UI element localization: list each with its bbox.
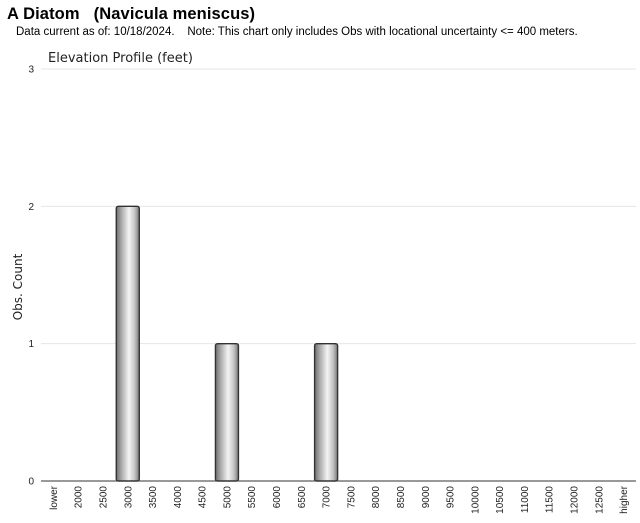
y-axis-ticks: 0 1 2 3: [28, 65, 34, 488]
x-tick-label: 9500: [446, 486, 457, 509]
x-tick-label: 9000: [421, 486, 432, 509]
x-tick-label: 2000: [74, 486, 85, 509]
bars: [115, 205, 339, 482]
y-tick-label: 0: [28, 477, 34, 488]
y-tick-label: 3: [28, 65, 34, 76]
x-tick-label: higher: [619, 485, 630, 513]
x-tick-label: 12000: [570, 486, 581, 514]
x-tick-label: 3500: [148, 486, 159, 509]
x-tick-label: 5500: [247, 486, 258, 509]
gridlines: [41, 68, 636, 482]
bar-5000: [214, 342, 240, 482]
page-title: A Diatom (Navicula meniscus): [7, 5, 256, 23]
x-tick-label: 8000: [371, 486, 382, 509]
x-tick-label: 4000: [173, 486, 184, 509]
x-tick-label: 4500: [198, 486, 209, 509]
x-tick-label: 10500: [495, 486, 506, 514]
x-tick-label: 6000: [272, 486, 283, 509]
x-tick-label: 11000: [520, 486, 531, 514]
bar-3000: [115, 205, 140, 482]
x-tick-label: 3000: [123, 486, 134, 509]
x-tick-label: 8500: [396, 486, 407, 509]
x-tick-label: 2500: [98, 486, 109, 509]
y-tick-label: 1: [28, 339, 34, 350]
chart-title: Elevation Profile (feet): [48, 51, 193, 66]
x-tick-label: lower: [49, 485, 60, 510]
x-tick-label: 10000: [470, 486, 481, 514]
x-tick-label: 5000: [222, 486, 233, 509]
x-tick-label: 12500: [594, 486, 605, 514]
y-tick-label: 2: [28, 202, 34, 213]
x-tick-label: 6500: [297, 486, 308, 509]
y-axis-label: Obs. Count: [11, 253, 25, 320]
x-tick-label: 7500: [346, 486, 357, 509]
data-note: Data current as of: 10/18/2024. Note: Th…: [16, 26, 578, 38]
bar-7000: [313, 342, 339, 482]
x-axis-ticks: lower 2000 2500 3000 3500 4000 4500 5000 5500 600…: [49, 485, 630, 513]
x-tick-label: 11500: [545, 486, 556, 514]
x-tick-label: 7000: [322, 486, 333, 509]
